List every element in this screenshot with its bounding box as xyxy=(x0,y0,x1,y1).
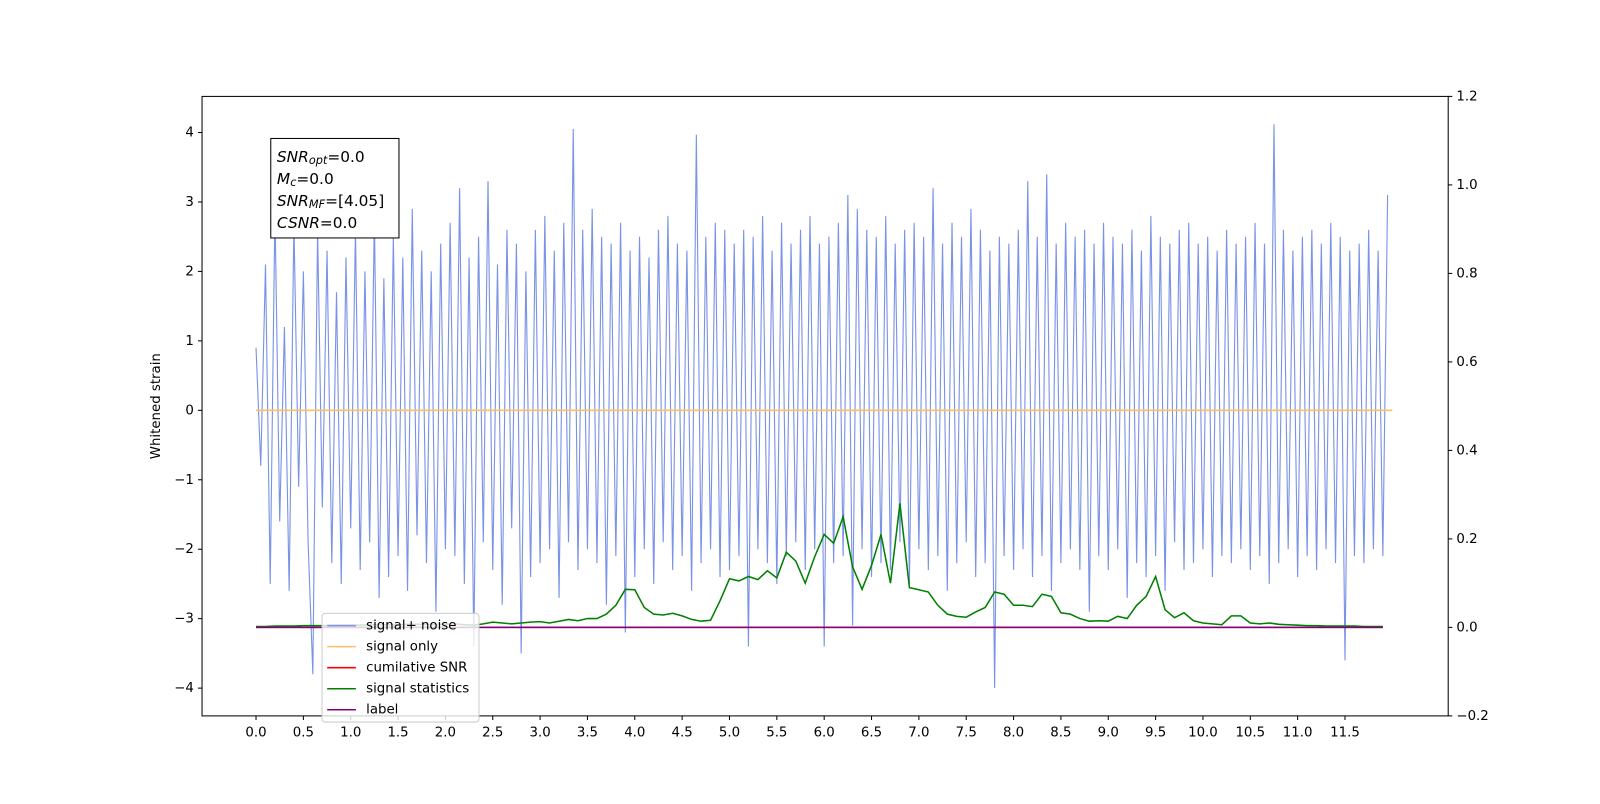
info-symbol: SNR xyxy=(277,147,309,165)
y2-tick-label: 0.0 xyxy=(1456,620,1477,635)
legend-label: signal+ noise xyxy=(366,619,456,634)
x-tick-label: 5.0 xyxy=(719,725,740,740)
y-axis-label: Whitened strain xyxy=(149,353,164,459)
x-tick-label: 4.0 xyxy=(624,725,645,740)
y-tick-label: 2 xyxy=(185,264,193,279)
info-value: =0.0 xyxy=(296,169,333,187)
x-tick-label: 2.0 xyxy=(435,725,456,740)
y-tick-label: 4 xyxy=(185,126,193,141)
y-tick-label: 1 xyxy=(185,334,193,349)
x-tick-label: 4.5 xyxy=(672,725,693,740)
legend-label: cumilative SNR xyxy=(366,661,467,676)
y2-tick-label: −0.2 xyxy=(1456,709,1488,724)
legend-label: signal statistics xyxy=(366,682,469,697)
info-symbol: CSNR xyxy=(277,214,320,232)
x-tick-label: 3.0 xyxy=(530,725,551,740)
info-line: Mc=0.0 xyxy=(277,169,334,189)
info-value: =0.0 xyxy=(327,147,364,165)
series-line xyxy=(255,124,1389,689)
x-tick-label: 7.5 xyxy=(956,725,977,740)
x-tick-label: 0.5 xyxy=(293,725,314,740)
x-tick-label: 3.5 xyxy=(577,725,598,740)
x-tick-label: 5.5 xyxy=(766,725,787,740)
x-tick-label: 7.0 xyxy=(908,725,929,740)
x-tick-label: 11.5 xyxy=(1330,725,1360,740)
legend-label: signal only xyxy=(366,640,438,655)
axes-frame xyxy=(201,95,1449,717)
series-line xyxy=(256,503,1383,628)
x-tick-label: 0.0 xyxy=(245,725,266,740)
y-tick-label: −4 xyxy=(174,681,194,696)
y-tick-label: −2 xyxy=(174,542,194,557)
info-subscript: c xyxy=(290,176,297,189)
x-tick-label: 2.5 xyxy=(482,725,503,740)
y2-tick-label: 0.4 xyxy=(1456,443,1477,458)
x-tick-label: 6.0 xyxy=(814,725,835,740)
info-symbol: SNR xyxy=(277,192,309,210)
y2-tick-label: 1.0 xyxy=(1456,178,1477,193)
x-tick-label: 1.0 xyxy=(340,725,361,740)
y-tick-label: 3 xyxy=(185,195,193,210)
info-line: SNRMF=[4.05] xyxy=(277,192,384,212)
info-line: CSNR=0.0 xyxy=(277,214,357,232)
y-tick-label: −3 xyxy=(174,612,194,627)
x-tick-label: 10.5 xyxy=(1235,725,1265,740)
info-symbol: M xyxy=(277,169,290,187)
info-value: =[4.05] xyxy=(325,192,384,210)
x-tick-label: 11.0 xyxy=(1283,725,1313,740)
x-tick-label: 8.5 xyxy=(1050,725,1071,740)
info-line: SNRopt=0.0 xyxy=(277,147,365,167)
x-tick-label: 9.0 xyxy=(1098,725,1119,740)
x-tick-label: 6.5 xyxy=(861,725,882,740)
info-subscript: MF xyxy=(309,198,326,211)
x-tick-label: 10.0 xyxy=(1188,725,1218,740)
y-tick-label: −1 xyxy=(174,473,194,488)
info-box xyxy=(270,137,400,239)
y2-tick-label: 0.8 xyxy=(1456,266,1477,281)
legend-box xyxy=(321,612,480,723)
y-tick-label: 0 xyxy=(185,403,193,418)
y2-tick-label: 0.6 xyxy=(1456,355,1477,370)
y2-tick-label: 1.2 xyxy=(1456,89,1477,104)
legend-label: label xyxy=(366,703,398,718)
x-tick-label: 9.5 xyxy=(1145,725,1166,740)
y2-tick-label: 0.2 xyxy=(1456,532,1477,547)
info-subscript: opt xyxy=(309,154,328,167)
info-value: =0.0 xyxy=(320,214,357,232)
x-tick-label: 1.5 xyxy=(387,725,408,740)
x-tick-label: 8.0 xyxy=(1003,725,1024,740)
